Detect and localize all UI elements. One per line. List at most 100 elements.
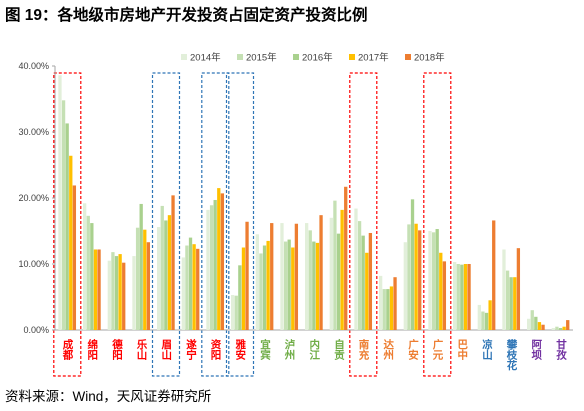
legend-swatch	[349, 54, 355, 60]
bar-cat-10-series-1	[308, 230, 312, 330]
bar-cat-10-series-0	[305, 223, 309, 330]
bar-cat-0-series-0	[58, 75, 62, 331]
category-label: 阿坝	[530, 339, 543, 360]
category-label: 雅安	[234, 339, 247, 360]
bar-cat-2-series-2	[114, 256, 119, 330]
legend-item: 2016年	[293, 52, 333, 64]
bar-cat-19-series-1	[530, 310, 534, 330]
category-label: 眉山	[160, 339, 173, 360]
bar-cat-2-series-4	[122, 262, 126, 330]
bar-cat-15-series-3	[439, 252, 443, 330]
legend-item: 2014年	[181, 52, 221, 64]
bar-cat-12-series-0	[354, 208, 358, 330]
legend-item: 2017年	[349, 52, 389, 64]
category-label: 广安	[406, 339, 419, 360]
category-label: 自贡	[332, 339, 345, 360]
bar-cat-4-series-2	[164, 220, 168, 330]
category-label: 宜宾	[258, 339, 271, 360]
bar-cat-18-series-2	[509, 277, 513, 330]
bar-cat-12-series-1	[357, 221, 362, 330]
bar-cat-4-series-4	[171, 195, 175, 330]
bar-cat-18-series-3	[513, 277, 517, 330]
y-tick-label: 10.00%	[18, 259, 49, 269]
bar-cat-11-series-2	[336, 233, 341, 330]
bar-cat-9-series-4	[294, 223, 299, 330]
bar-cat-17-series-4	[492, 220, 496, 330]
legend-label: 2015年	[246, 52, 277, 64]
bar-cat-10-series-2	[312, 241, 316, 330]
bar-cat-10-series-3	[315, 242, 320, 330]
bar-cat-8-series-2	[262, 245, 267, 330]
bar-cat-5-series-0	[181, 257, 185, 330]
bar-cat-17-series-3	[488, 300, 492, 330]
bar-cat-17-series-0	[477, 304, 481, 330]
bar-cat-0-series-1	[61, 100, 66, 330]
category-label: 内江	[308, 339, 321, 360]
bar-cat-16-series-3	[463, 264, 468, 330]
bar-cat-4-series-0	[157, 227, 161, 330]
y-tick-label: 20.00%	[18, 193, 49, 203]
bar-cat-6-series-4	[220, 193, 225, 330]
bar-cat-11-series-4	[344, 186, 348, 330]
bar-cat-7-series-1	[234, 295, 238, 330]
bar-cat-12-series-2	[361, 235, 365, 330]
bar-cat-20-series-3	[562, 326, 566, 330]
bar-cat-19-series-0	[527, 318, 531, 330]
bar-cat-3-series-2	[139, 203, 143, 330]
bar-cat-15-series-4	[442, 261, 447, 330]
bar-cat-15-series-1	[431, 232, 436, 330]
bar-cat-7-series-4	[245, 221, 249, 330]
bar-cat-3-series-3	[143, 229, 147, 330]
category-label: 攀枝花	[505, 339, 518, 371]
bar-cat-9-series-1	[283, 241, 288, 330]
category-label: 南充	[357, 339, 370, 360]
bar-cat-12-series-3	[365, 252, 369, 330]
bar-cat-7-series-3	[241, 247, 246, 330]
bar-cat-6-series-3	[217, 188, 221, 330]
category-label: 成都	[61, 339, 74, 360]
category-label: 巴中	[456, 339, 469, 360]
bar-cat-19-series-3	[537, 322, 542, 330]
legend-swatch	[293, 54, 299, 60]
bar-cat-18-series-4	[516, 248, 521, 330]
bar-cat-4-series-1	[160, 205, 164, 330]
legend-swatch	[237, 54, 243, 60]
bar-cat-9-series-3	[291, 247, 295, 330]
bar-cat-6-series-2	[213, 199, 217, 330]
bar-cat-9-series-0	[280, 223, 284, 330]
category-label: 广元	[431, 339, 444, 360]
bar-cat-3-series-4	[146, 242, 151, 330]
category-label: 泸州	[283, 339, 296, 360]
bar-cat-15-series-2	[435, 229, 439, 330]
bar-cat-14-series-3	[414, 223, 418, 330]
bar-cat-1-series-0	[83, 203, 87, 330]
legend-swatch	[405, 54, 411, 60]
bar-cat-7-series-0	[231, 295, 235, 330]
legend-label: 2018年	[414, 52, 445, 64]
bar-cat-5-series-4	[196, 248, 200, 330]
bar-cat-13-series-0	[379, 275, 383, 330]
bar-cat-9-series-2	[287, 239, 291, 330]
y-tick-label: 0.00%	[23, 325, 49, 335]
category-label: 乐山	[135, 339, 148, 360]
bar-cat-13-series-1	[382, 289, 386, 330]
bar-cat-8-series-3	[266, 240, 270, 330]
bar-cat-16-series-0	[453, 262, 457, 330]
bar-cat-2-series-3	[118, 254, 122, 330]
bar-cat-0-series-3	[69, 155, 73, 330]
highlight-box-3	[225, 72, 255, 377]
category-label: 资阳	[209, 339, 222, 360]
category-label: 绵阳	[86, 339, 99, 360]
bar-cat-20-series-1	[555, 326, 559, 330]
bar-cat-18-series-1	[505, 270, 510, 330]
legend-swatch	[181, 54, 187, 60]
bar-cat-5-series-3	[192, 244, 196, 330]
bar-cat-18-series-0	[502, 249, 506, 330]
bar-cat-19-series-4	[541, 324, 545, 330]
bar-cat-14-series-1	[407, 224, 411, 330]
bar-cat-13-series-3	[389, 286, 394, 330]
bar-cat-20-series-2	[558, 328, 563, 330]
bar-cat-0-series-4	[72, 185, 77, 330]
